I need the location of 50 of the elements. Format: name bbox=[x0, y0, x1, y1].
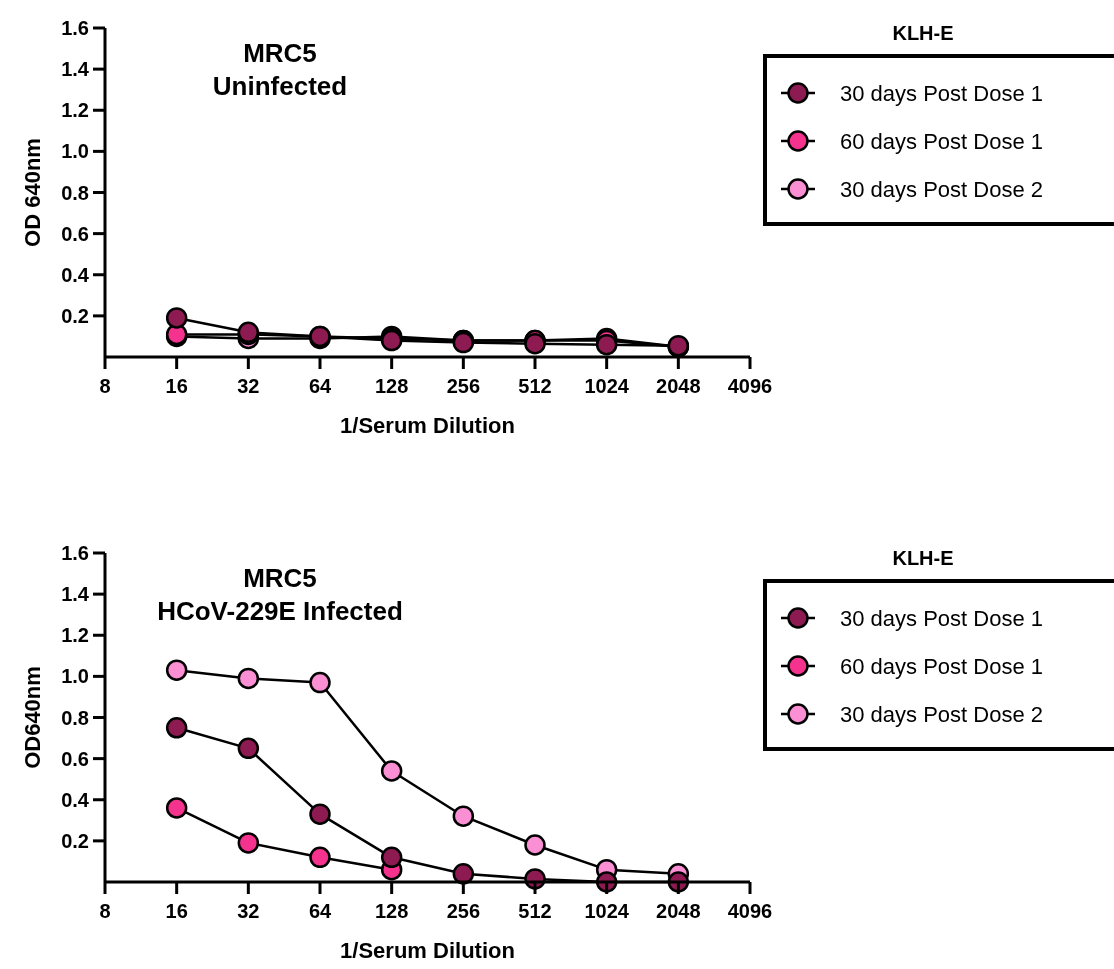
legend-label: 60 days Post Dose 1 bbox=[840, 653, 1044, 679]
x-tick-label: 128 bbox=[374, 900, 409, 922]
x-tick-label: 8 bbox=[99, 900, 111, 922]
y-tick-label: 0.2 bbox=[61, 829, 89, 852]
x-tick-label: 2048 bbox=[656, 375, 701, 397]
text: MRC5 HCoV-229E Infected bbox=[157, 563, 403, 626]
y-tick-label: 1.0 bbox=[61, 665, 89, 688]
y-tick-label: 1.6 bbox=[61, 17, 89, 39]
x-tick-label: 4096 bbox=[727, 900, 773, 922]
y-tick-label: 1.4 bbox=[61, 58, 90, 81]
y-tick-label: 0.6 bbox=[61, 747, 89, 770]
y-tick-label: 0.8 bbox=[61, 706, 89, 729]
text: MRC5 Uninfected bbox=[212, 38, 348, 101]
x-axis-title: 1/Serum Dilution bbox=[340, 413, 515, 438]
x-tick-label: 1024 bbox=[584, 900, 630, 922]
x-tick-label: 16 bbox=[165, 900, 188, 922]
legend-label: 30 days Post Dose 1 bbox=[840, 80, 1044, 106]
y-tick-label: 1.2 bbox=[61, 99, 89, 122]
y-tick-label: 0.4 bbox=[61, 788, 90, 811]
x-tick-label: 32 bbox=[237, 900, 260, 922]
legend-title: KLH-E bbox=[892, 547, 954, 569]
x-tick-label: 256 bbox=[446, 375, 481, 397]
x-tick-label: 128 bbox=[374, 375, 409, 397]
x-tick-label: 512 bbox=[518, 375, 552, 397]
x-tick-label: 256 bbox=[446, 900, 481, 922]
x-tick-label: 4096 bbox=[727, 375, 773, 397]
x-tick-label: 64 bbox=[308, 900, 332, 922]
y-tick-label: 0.8 bbox=[61, 181, 89, 204]
legend-title: KLH-E bbox=[892, 22, 954, 44]
y-tick-label: 1.0 bbox=[61, 140, 89, 163]
y-tick-label: 0.4 bbox=[61, 263, 90, 286]
legend-label: 30 days Post Dose 2 bbox=[840, 701, 1044, 727]
x-tick-label: 8 bbox=[99, 375, 111, 397]
x-tick-label: 512 bbox=[518, 900, 552, 922]
y-tick-label: 1.2 bbox=[61, 624, 89, 647]
y-tick-label: 1.4 bbox=[61, 583, 90, 606]
x-axis-title: 1/Serum Dilution bbox=[340, 938, 515, 963]
x-tick-label: 2048 bbox=[656, 900, 701, 922]
legend-label: 30 days Post Dose 1 bbox=[840, 605, 1044, 631]
x-tick-label: 1024 bbox=[584, 375, 630, 397]
x-tick-label: 16 bbox=[165, 375, 188, 397]
x-tick-label: 64 bbox=[308, 375, 332, 397]
y-tick-label: 0.2 bbox=[61, 304, 89, 327]
x-tick-label: 32 bbox=[237, 375, 260, 397]
y-axis-title: OD640nm bbox=[20, 666, 45, 769]
y-tick-label: 0.6 bbox=[61, 222, 89, 245]
legend-label: 30 days Post Dose 2 bbox=[840, 176, 1044, 202]
y-axis-title: OD 640nm bbox=[20, 138, 45, 247]
legend-label: 60 days Post Dose 1 bbox=[840, 128, 1044, 154]
y-tick-label: 1.6 bbox=[61, 542, 89, 564]
